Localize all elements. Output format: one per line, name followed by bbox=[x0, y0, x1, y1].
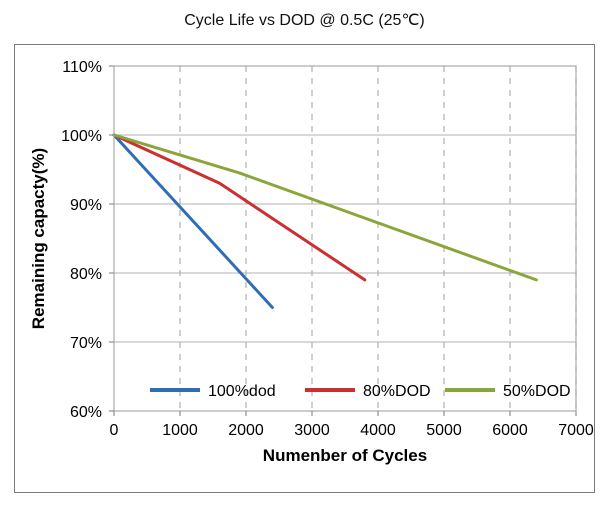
y-tick-label: 90% bbox=[70, 197, 102, 214]
x-tick-label: 4000 bbox=[360, 422, 396, 439]
x-tick-label: 6000 bbox=[492, 422, 528, 439]
x-tick-label: 5000 bbox=[426, 422, 462, 439]
y-tick-label: 110% bbox=[62, 59, 102, 76]
x-tick-label: 3000 bbox=[294, 422, 330, 439]
y-tick-label: 100% bbox=[61, 128, 102, 145]
x-tick-label: 0 bbox=[110, 422, 119, 439]
legend-label: 100%dod bbox=[208, 383, 276, 400]
y-axis-title: Remaining capacty(%) bbox=[29, 148, 48, 329]
y-tick-label: 70% bbox=[70, 335, 102, 352]
legend-label: 50%DOD bbox=[503, 383, 571, 400]
x-tick-label: 2000 bbox=[228, 422, 264, 439]
x-tick-label: 1000 bbox=[162, 422, 198, 439]
y-tick-label: 80% bbox=[70, 266, 102, 283]
x-tick-label: 7000 bbox=[558, 422, 594, 439]
cycle-life-chart: 60% 70% 80% 90% 100% 110% 0 1000 2000 3000 4000 500… bbox=[0, 0, 609, 507]
x-axis-title: Numenber of Cycles bbox=[263, 446, 427, 465]
legend-label: 80%DOD bbox=[363, 383, 431, 400]
y-tick-label: 60% bbox=[70, 404, 102, 421]
